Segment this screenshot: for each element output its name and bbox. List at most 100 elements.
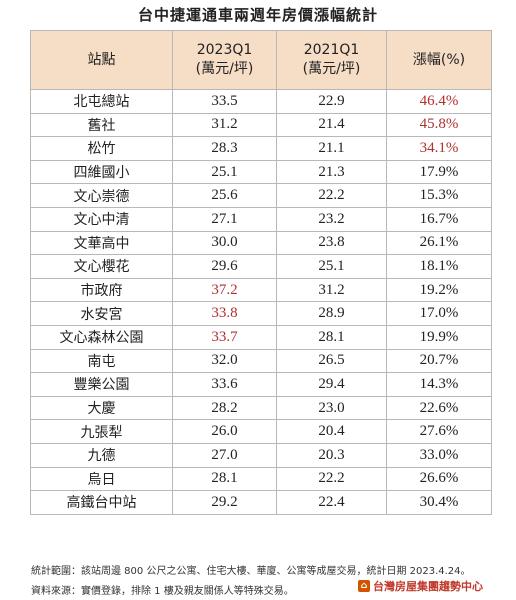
cell-price-2023q1: 32.0 (172, 348, 277, 374)
cell-station: 文心櫻花 (30, 254, 173, 279)
cell-price-2021q1: 23.2 (276, 206, 387, 232)
cell-price-2021q1: 31.2 (276, 277, 387, 303)
footer-scope-note: 統計範圍：該站周邊 800 公尺之公寓、住宅大樓、華廈、公寓等成屋交易，統計日期… (31, 566, 471, 577)
cell-price-2021q1: 28.9 (276, 301, 387, 326)
cell-station: 大慶 (30, 395, 173, 421)
table-row: 北屯總站 33.5 22.9 46.4% (30, 89, 492, 114)
cell-station: 豐樂公園 (30, 372, 173, 397)
cell-change: 14.3% (386, 372, 492, 397)
header-2021q1: 2021Q1 (萬元/坪) (276, 30, 387, 90)
table-row: 市政府 37.2 31.2 19.2% (30, 277, 492, 303)
cell-station: 高鐵台中站 (30, 490, 173, 515)
cell-price-2023q1: 27.1 (172, 206, 277, 232)
cell-price-2021q1: 25.1 (276, 254, 387, 279)
cell-station: 北屯總站 (30, 89, 173, 114)
publisher-logo: ⌂ 台灣房屋集團趨勢中心 (358, 578, 483, 594)
header-change: 漲幅(%) (386, 30, 492, 90)
cell-price-2023q1: 33.5 (172, 89, 277, 114)
cell-change: 19.2% (386, 277, 492, 303)
cell-change: 33.0% (386, 442, 492, 468)
cell-price-2021q1: 22.4 (276, 490, 387, 515)
cell-price-2023q1: 33.6 (172, 372, 277, 397)
table-row: 南屯 32.0 26.5 20.7% (30, 348, 492, 374)
footer-source-note: 資料來源：實價登錄，排除 1 樓及親友關係人等特殊交易。 (31, 586, 294, 597)
cell-price-2023q1: 30.0 (172, 230, 277, 256)
cell-price-2021q1: 26.5 (276, 348, 387, 374)
table-row: 高鐵台中站 29.2 22.4 30.4% (30, 490, 492, 515)
cell-price-2023q1: 33.8 (172, 301, 277, 326)
cell-change: 19.9% (386, 324, 492, 350)
cell-price-2023q1: 25.6 (172, 183, 277, 208)
cell-price-2023q1: 29.2 (172, 490, 277, 515)
cell-change: 16.7% (386, 206, 492, 232)
table-row: 文心森林公園 33.7 28.1 19.9% (30, 324, 492, 350)
cell-price-2023q1: 27.0 (172, 442, 277, 468)
cell-price-2021q1: 23.0 (276, 395, 387, 421)
cell-change: 46.4% (386, 89, 492, 114)
cell-station: 市政府 (30, 277, 173, 303)
cell-change: 26.1% (386, 230, 492, 256)
cell-price-2021q1: 20.3 (276, 442, 387, 468)
cell-price-2021q1: 21.3 (276, 159, 387, 185)
cell-price-2021q1: 22.9 (276, 89, 387, 114)
table-row: 烏日 28.1 22.2 26.6% (30, 466, 492, 492)
cell-station: 南屯 (30, 348, 173, 374)
publisher-logo-text: 台灣房屋集團趨勢中心 (373, 580, 483, 593)
header-station: 站點 (30, 30, 173, 90)
cell-change: 17.0% (386, 301, 492, 326)
cell-station: 九德 (30, 442, 173, 468)
cell-station: 四維國小 (30, 159, 173, 185)
table-row: 九德 27.0 20.3 33.0% (30, 442, 492, 468)
header-2023q1-unit: (萬元/坪) (195, 61, 254, 77)
table-row: 松竹 28.3 21.1 34.1% (30, 136, 492, 161)
cell-price-2023q1: 26.0 (172, 419, 277, 444)
header-2021q1-unit: (萬元/坪) (302, 61, 361, 77)
cell-station: 烏日 (30, 466, 173, 492)
cell-price-2023q1: 25.1 (172, 159, 277, 185)
header-2023q1-period: 2023Q1 (196, 42, 253, 58)
cell-price-2023q1: 33.7 (172, 324, 277, 350)
cell-change: 34.1% (386, 136, 492, 161)
cell-station: 九張犁 (30, 419, 173, 444)
cell-change: 45.8% (386, 112, 492, 138)
table-row: 文心中清 27.1 23.2 16.7% (30, 206, 492, 232)
cell-change: 15.3% (386, 183, 492, 208)
cell-price-2023q1: 28.2 (172, 395, 277, 421)
header-row: 站點 2023Q1 (萬元/坪) 2021Q1 (萬元/坪) 漲幅(%) (30, 30, 492, 90)
cell-price-2021q1: 22.2 (276, 466, 387, 492)
price-change-table: 站點 2023Q1 (萬元/坪) 2021Q1 (萬元/坪) 漲幅(%) 北屯總… (30, 30, 492, 515)
cell-price-2023q1: 29.6 (172, 254, 277, 279)
table-row: 九張犁 26.0 20.4 27.6% (30, 419, 492, 444)
cell-price-2021q1: 22.2 (276, 183, 387, 208)
cell-change: 20.7% (386, 348, 492, 374)
cell-price-2021q1: 28.1 (276, 324, 387, 350)
cell-price-2023q1: 28.3 (172, 136, 277, 161)
cell-change: 18.1% (386, 254, 492, 279)
cell-price-2021q1: 21.4 (276, 112, 387, 138)
cell-price-2021q1: 21.1 (276, 136, 387, 161)
table-title: 台中捷運通車兩週年房價漲幅統計 (137, 6, 378, 24)
cell-station: 松竹 (30, 136, 173, 161)
table-row: 水安宮 33.8 28.9 17.0% (30, 301, 492, 326)
cell-station: 水安宮 (30, 301, 173, 326)
cell-station: 文心中清 (30, 206, 173, 232)
cell-change: 22.6% (386, 395, 492, 421)
table-body: 北屯總站 33.5 22.9 46.4% 舊社 31.2 21.4 45.8% 松竹 28.3 21… (30, 89, 492, 515)
header-2023q1: 2023Q1 (萬元/坪) (172, 30, 277, 90)
cell-change: 26.6% (386, 466, 492, 492)
cell-price-2023q1: 31.2 (172, 112, 277, 138)
table-row: 豐樂公園 33.6 29.4 14.3% (30, 372, 492, 397)
table-row: 舊社 31.2 21.4 45.8% (30, 112, 492, 138)
cell-change: 17.9% (386, 159, 492, 185)
cell-change: 27.6% (386, 419, 492, 444)
house-logo-icon: ⌂ (358, 580, 370, 592)
cell-price-2021q1: 20.4 (276, 419, 387, 444)
cell-price-2021q1: 23.8 (276, 230, 387, 256)
table-row: 文心櫻花 29.6 25.1 18.1% (30, 254, 492, 279)
table-row: 文華高中 30.0 23.8 26.1% (30, 230, 492, 256)
cell-station: 文心崇德 (30, 183, 173, 208)
cell-station: 文心森林公園 (30, 324, 173, 350)
table-row: 四維國小 25.1 21.3 17.9% (30, 159, 492, 185)
cell-station: 舊社 (30, 112, 173, 138)
cell-change: 30.4% (386, 490, 492, 515)
